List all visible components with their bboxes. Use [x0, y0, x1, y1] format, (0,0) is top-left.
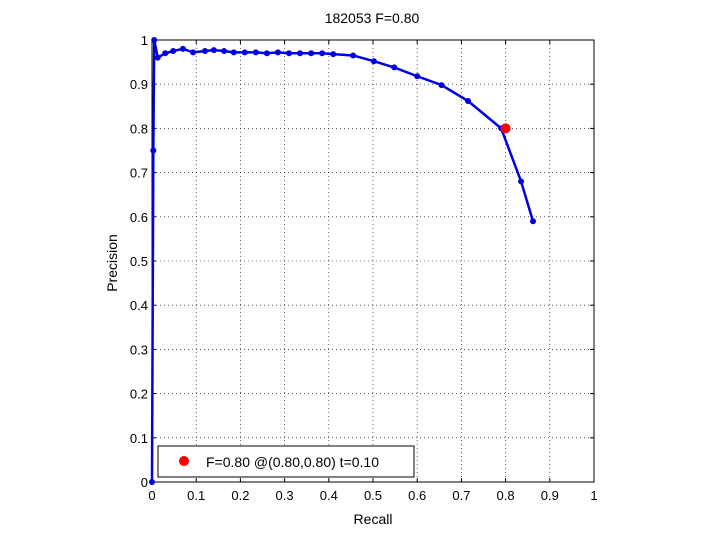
x-tick-label: 0.3	[276, 488, 294, 503]
y-tick-label: 0.6	[130, 210, 148, 225]
series-layer	[149, 37, 537, 485]
data-point	[350, 52, 357, 59]
data-point	[190, 49, 197, 56]
x-tick-label: 0	[148, 488, 155, 503]
y-tick-label: 0.5	[130, 254, 148, 269]
data-point	[252, 49, 259, 56]
y-axis-label: Precision	[104, 234, 120, 292]
x-tick-labels: 0 0.1 0.2 0.3 0.4 0.5 0.6 0.7 0.8 0.9 1	[148, 488, 597, 503]
y-tick-label: 0.3	[130, 342, 148, 357]
data-point	[263, 50, 270, 57]
y-tick-label: 1	[141, 33, 148, 48]
highlight-layer	[500, 123, 511, 134]
data-point	[297, 50, 304, 57]
y-tick-label: 0.4	[130, 298, 148, 313]
data-point	[518, 178, 525, 185]
y-tick-label: 0.2	[130, 387, 148, 402]
data-point	[465, 97, 472, 104]
x-tick-label: 0.1	[187, 488, 205, 503]
x-tick-label: 1	[590, 488, 597, 503]
data-point	[162, 50, 169, 57]
legend-box	[157, 445, 415, 478]
data-point	[319, 50, 326, 57]
data-point	[308, 50, 315, 57]
y-tick-label: 0.8	[130, 121, 148, 136]
data-point	[179, 45, 186, 52]
y-tick-labels: 0 0.1 0.2 0.3 0.4 0.5 0.6 0.7 0.8 0.9 1	[130, 33, 148, 490]
legend-text: F=0.80 @(0.80,0.80) t=0.10	[206, 454, 379, 470]
data-point	[149, 479, 155, 485]
data-point	[210, 47, 217, 54]
data-point	[170, 48, 177, 55]
data-point	[221, 48, 228, 55]
data-point	[438, 82, 445, 89]
x-tick-label: 0.7	[452, 488, 470, 503]
data-point	[330, 51, 337, 58]
data-point	[202, 48, 209, 55]
data-point	[241, 49, 248, 56]
x-tick-label: 0.4	[320, 488, 338, 503]
chart-title: 182053 F=0.80	[325, 10, 420, 26]
data-point	[150, 147, 157, 154]
x-tick-label: 0.5	[364, 488, 382, 503]
x-axis-label: Recall	[354, 511, 393, 527]
grid-lines	[152, 40, 594, 482]
y-tick-label: 0.9	[130, 77, 148, 92]
data-point	[154, 54, 161, 61]
legend-marker	[179, 456, 189, 466]
data-point	[414, 73, 421, 80]
x-tick-label: 0.9	[541, 488, 559, 503]
y-tick-label: 0.1	[130, 431, 148, 446]
y-tick-label: 0	[141, 475, 148, 490]
y-tick-label: 0.7	[130, 166, 148, 181]
data-point	[230, 49, 237, 56]
x-tick-label: 0.6	[408, 488, 426, 503]
best-f-point	[500, 123, 511, 134]
data-point	[274, 49, 281, 56]
legend: F=0.80 @(0.80,0.80) t=0.10	[157, 445, 415, 478]
data-point	[391, 64, 398, 71]
data-point	[370, 58, 377, 65]
x-tick-label: 0.2	[231, 488, 249, 503]
x-tick-label: 0.8	[497, 488, 515, 503]
data-point	[151, 37, 158, 43]
data-point	[530, 218, 537, 225]
data-point	[286, 50, 293, 57]
